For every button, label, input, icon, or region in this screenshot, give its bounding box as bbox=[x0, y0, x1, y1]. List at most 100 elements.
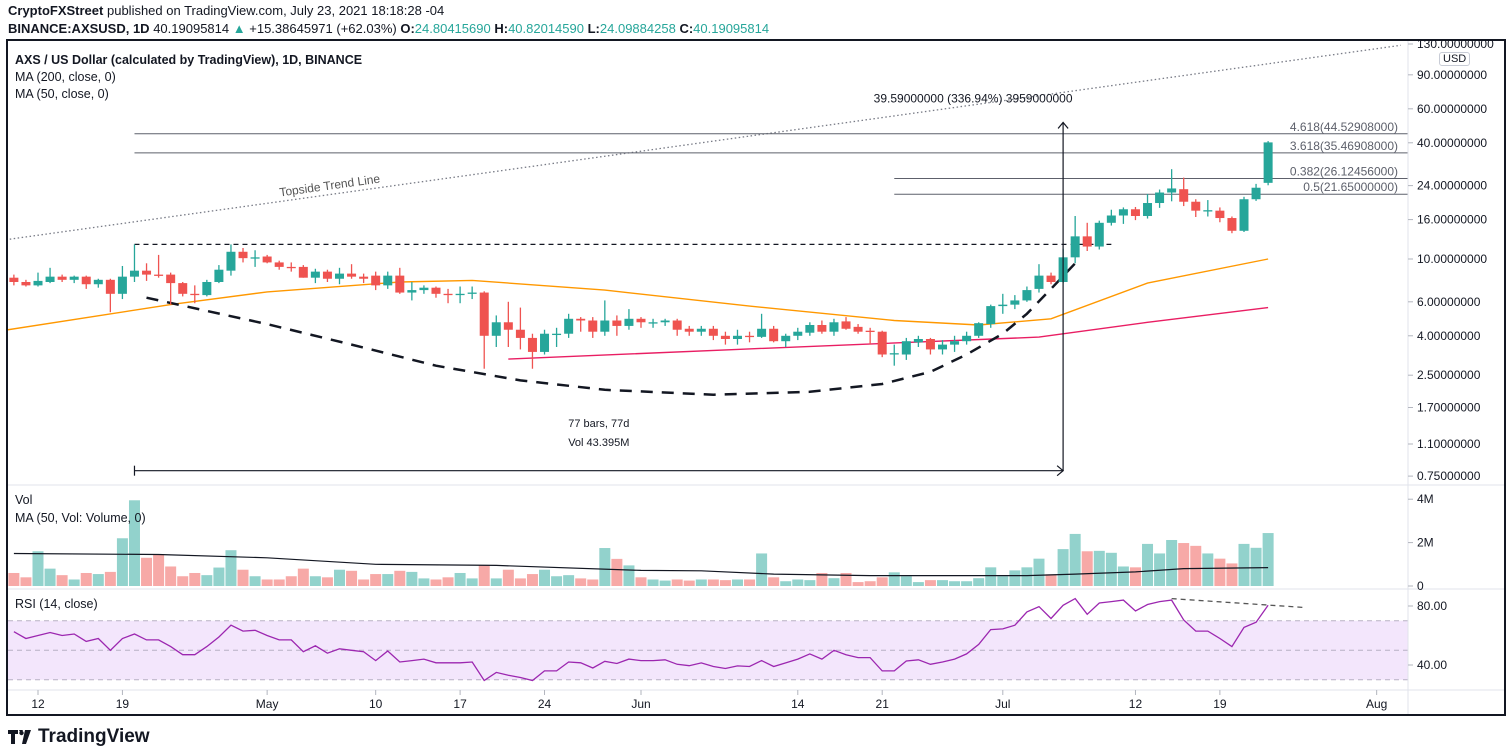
candle-body bbox=[684, 328, 694, 332]
volume-bar bbox=[285, 576, 297, 586]
candle-body bbox=[564, 318, 574, 334]
candle bbox=[720, 331, 730, 345]
candle bbox=[901, 337, 911, 360]
candle-body bbox=[732, 335, 742, 339]
close-label: C: bbox=[679, 21, 694, 36]
candle-body bbox=[479, 292, 489, 336]
fib-level-label: 0.5(21.65000000) bbox=[1303, 180, 1398, 194]
candle bbox=[1155, 189, 1165, 208]
volume-axis-label: 0 bbox=[1417, 579, 1424, 593]
candle-body bbox=[1239, 199, 1249, 231]
candle bbox=[1179, 177, 1189, 207]
candle bbox=[274, 260, 284, 270]
candle-body bbox=[1094, 222, 1104, 247]
candle-body bbox=[805, 324, 815, 333]
candle-body bbox=[1251, 187, 1261, 200]
price-axis-label: 1.10000000 bbox=[1417, 437, 1481, 451]
rsi-axis-label: 80.00 bbox=[1417, 599, 1447, 613]
candle bbox=[1167, 169, 1177, 202]
volume-bar bbox=[502, 569, 514, 586]
candle bbox=[1070, 216, 1080, 264]
volume-bar bbox=[840, 572, 852, 586]
volume-bar bbox=[623, 565, 635, 586]
candle bbox=[142, 263, 152, 281]
topside-trend-line-label: Topside Trend Line bbox=[278, 172, 381, 200]
candle bbox=[564, 313, 574, 338]
candle-body bbox=[1046, 275, 1056, 282]
legend-volume[interactable]: Vol bbox=[15, 493, 33, 507]
volume-bar bbox=[780, 581, 792, 586]
candle bbox=[1191, 199, 1201, 218]
candle-body bbox=[1203, 210, 1213, 212]
currency-badge[interactable]: USD bbox=[1439, 52, 1471, 66]
close-value: 40.19095814 bbox=[693, 21, 770, 36]
candle-body bbox=[467, 292, 477, 294]
candle bbox=[154, 254, 164, 278]
price-axis-label: 60.00000000 bbox=[1417, 102, 1487, 116]
candle bbox=[974, 322, 984, 338]
candle bbox=[938, 340, 947, 355]
legend-rsi[interactable]: RSI (14, close) bbox=[15, 597, 98, 611]
volume-bar bbox=[1166, 539, 1178, 586]
candle-body bbox=[238, 251, 248, 259]
time-axis-label: Jun bbox=[631, 697, 650, 711]
volume-bar bbox=[1226, 563, 1238, 586]
candle-body bbox=[588, 320, 598, 332]
candle-body bbox=[33, 280, 43, 286]
publisher-name[interactable]: CryptoFXStreet bbox=[8, 3, 104, 18]
candle bbox=[1010, 295, 1020, 310]
candle bbox=[1143, 194, 1153, 219]
volume-bar bbox=[937, 580, 948, 586]
volume-bar bbox=[756, 553, 768, 586]
volume-bar bbox=[44, 568, 56, 586]
candle-body bbox=[648, 322, 658, 324]
publish-info: CryptoFXStreet published on TradingView.… bbox=[8, 3, 444, 18]
price-change: +15.38645971 (+62.03%) bbox=[249, 21, 397, 36]
candle-body bbox=[262, 256, 272, 263]
price-axis-label: 10.00000000 bbox=[1417, 252, 1487, 266]
candle-body bbox=[178, 283, 188, 294]
volume-bar bbox=[116, 538, 128, 586]
candle-body bbox=[250, 257, 260, 259]
time-axis-label: Aug bbox=[1366, 697, 1387, 711]
volume-bar bbox=[1262, 533, 1274, 586]
tradingview-logo[interactable]: TradingView bbox=[8, 726, 150, 748]
candle-body bbox=[925, 338, 935, 350]
candle-body bbox=[202, 281, 212, 296]
volume-bar bbox=[1105, 552, 1117, 586]
candle bbox=[202, 279, 212, 297]
candle-body bbox=[769, 328, 779, 342]
candle-body bbox=[696, 328, 706, 332]
candle-body bbox=[1263, 142, 1273, 183]
volume-bar bbox=[141, 557, 153, 586]
volume-bar bbox=[719, 580, 731, 586]
candle-body bbox=[286, 266, 296, 269]
candle bbox=[419, 285, 429, 294]
candle bbox=[395, 267, 405, 294]
volume-bar bbox=[189, 572, 201, 586]
candle-body bbox=[322, 271, 332, 279]
volume-bar bbox=[68, 579, 80, 586]
fib-level-label: 0.382(26.12456000) bbox=[1290, 165, 1398, 179]
candle bbox=[600, 300, 610, 336]
candle-body bbox=[708, 328, 718, 336]
price-axis-label: 2.50000000 bbox=[1417, 368, 1481, 382]
candle bbox=[1046, 272, 1056, 285]
candle-body bbox=[877, 331, 887, 355]
candle-body bbox=[1070, 236, 1080, 258]
candle bbox=[455, 286, 465, 304]
candle bbox=[9, 274, 19, 286]
legend-ma200[interactable]: MA (200, close, 0) bbox=[15, 70, 116, 84]
time-axis-label: 17 bbox=[453, 697, 467, 711]
legend-volume-ma[interactable]: MA (50, Vol: Volume, 0) bbox=[15, 511, 146, 525]
volume-bar bbox=[852, 582, 864, 586]
legend-ma50[interactable]: MA (50, close, 0) bbox=[15, 87, 109, 101]
candle bbox=[660, 318, 670, 326]
chart-frame bbox=[6, 39, 1506, 716]
candle bbox=[781, 333, 791, 347]
volume-bar bbox=[321, 577, 333, 586]
candle bbox=[491, 315, 501, 347]
volume-axis-label: 2M bbox=[1417, 536, 1434, 550]
candle bbox=[1263, 141, 1273, 186]
